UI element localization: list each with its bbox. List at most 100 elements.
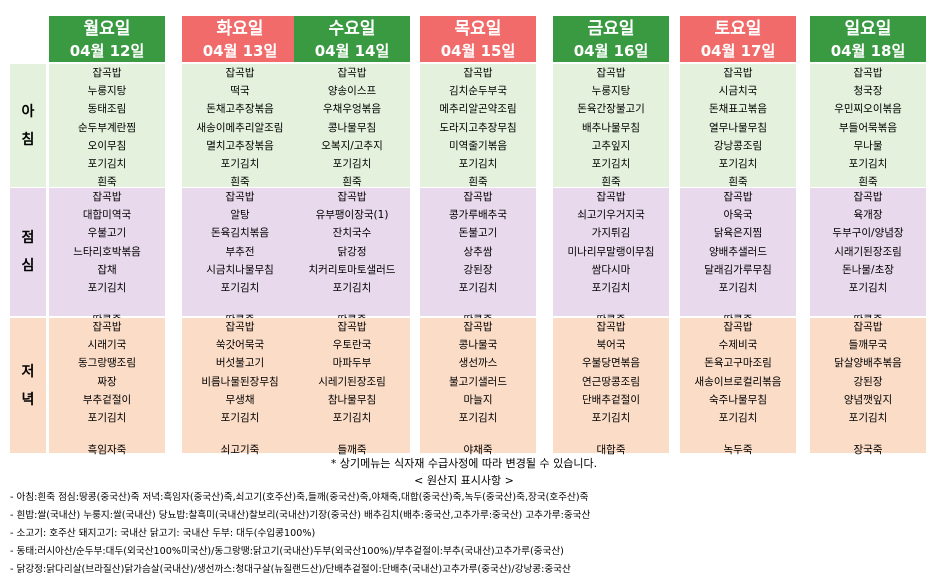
dinner-menu-cell: 잡곡밥 북어국 우불당면볶음 연근땅콩조림 단배추겉절이 포기김치 대합죽 [553,318,669,456]
menu-item: 들깨죽 [337,444,367,457]
menu-item: 포기김치 [848,411,888,424]
origin-line: - 동태:러시아산/순두부:대두(외국산100%미국산)/동그랑땡:닭고기(국내… [10,546,564,557]
menu-item: 잡곡밥 [723,191,753,203]
breakfast-menu-cell: 잡곡밥 누룽지탕 돈육간장불고기 배추나물무침 고추잎지 포기김치 흰죽 [553,64,669,188]
menu-item: 누룽지탕 [591,85,631,98]
menu-item: 느타리호박볶음 [73,245,141,258]
day-date: 04월 17일 [700,42,776,60]
menu-item: 포기김치 [458,157,498,170]
menu-item: 포기김치 [848,157,888,170]
day-date: 04월 12일 [69,42,145,60]
lunch-menu-cell: 잡곡밥쇠고기우거지국가지튀김미나리무말랭이무침쌈다시마포기김치땅콩죽 [553,188,669,326]
menu-item: 비름나물된장무침 [201,375,279,388]
meal-label-char: 점 [21,230,35,246]
menu-item: 대합죽 [596,444,626,457]
menu-item: 상추쌈 [463,245,493,258]
spacer [294,427,410,441]
menu-item: 멸치고추장볶음 [206,139,274,152]
menu-item: 흰죽 [342,176,362,189]
menu-item: 들깨무국 [848,339,888,352]
day-header: 화요일 04월 13일 [182,16,298,62]
menu-item: 돈나물/초장 [842,263,894,276]
menu-item: 포기김치 [332,411,372,424]
meal-label-char: 심 [21,258,35,274]
spacer [680,427,796,441]
menu-item: 잡채 [97,263,117,276]
menu-item: 고추잎지 [591,139,631,152]
dinner-menu-cell: 잡곡밥 들깨무국 닭살양배추볶음 강된장 양념깻잎지 포기김치 장국죽 [810,318,926,456]
breakfast-menu-cell: 잡곡밥 시금치국 돈채표고볶음 열무나물무침 강낭콩조림 포기김치 흰죽 [680,64,796,188]
spacer [49,297,165,311]
menu-item: 시레기된장조림 [318,375,386,388]
menu-item: 돈육간장불고기 [577,103,645,116]
day-date: 04월 18일 [830,42,906,60]
menu-item: 콩가루배추국 [449,209,507,222]
menu-item: 흑임자죽 [87,444,127,457]
spacer [182,427,298,441]
spacer [294,297,410,311]
dinner-menu-cell: 잡곡밥 콩나물국 생선까스 불고기샐러드 마늘지 포기김치 야채죽 [420,318,536,456]
day-name: 일요일 [844,19,892,39]
menu-item: 포기김치 [220,281,260,294]
menu-item: 포기김치 [458,411,498,424]
lunch-menu-cell: 잡곡밥아욱국닭육은지찜양배추샐러드달래김가루무침포기김치땅콩죽 [680,188,796,326]
menu-item: 부추겉절이 [82,393,132,406]
menu-item: 잡곡밥 [337,191,367,203]
menu-item: 숙주나물무침 [709,393,767,406]
spacer [553,297,669,311]
menu-item: 육개장 [853,209,883,222]
menu-item: 흰죽 [230,176,250,189]
menu-item: 잡곡밥 [596,67,626,79]
menu-item: 돈육고구마조림 [704,357,772,370]
menu-item: 잔치국수 [332,227,372,240]
spacer [49,427,165,441]
menu-item: 시금치국 [718,85,758,98]
menu-item: 달래김가루무침 [704,263,772,276]
menu-change-notice: * 상기메뉴는 식자재 수급사정에 따라 변경될 수 있습니다. [330,457,598,470]
menu-item: 양배추샐러드 [709,245,767,258]
menu-item: 불고기샐러드 [449,375,507,388]
menu-item: 쌈다시마 [591,263,631,276]
menu-item: 잡곡밥 [463,191,493,203]
menu-item: 쑥갓어묵국 [215,339,265,352]
menu-item: 포기김치 [87,157,127,170]
menu-item: 포기김치 [718,157,758,170]
menu-item: 잡곡밥 [92,321,122,333]
breakfast-menu-cell: 잡곡밥 떡국 돈채고추장볶음 새송이메추리알조림 멸치고추장볶음 포기김치 흰죽 [182,64,298,188]
day-date: 04월 16일 [573,42,649,60]
menu-item: 잡곡밥 [723,321,753,333]
day-name: 수요일 [328,19,376,39]
menu-item: 순두부계란찜 [78,121,136,134]
menu-item: 흰죽 [858,176,878,189]
menu-item: 새송이브로컬리볶음 [694,375,782,388]
menu-item: 우민찌오이볶음 [834,103,902,116]
menu-item: 콩나물무침 [327,121,377,134]
menu-item: 우불고기 [87,227,127,240]
day-name: 월요일 [83,19,131,39]
menu-item: 시래기된장조림 [834,245,902,258]
menu-item: 유부팽이장국(1) [315,209,389,222]
spacer [810,427,926,441]
day-header: 수요일 04월 14일 [294,16,410,62]
menu-item: 잡곡밥 [853,67,883,79]
menu-item: 흰죽 [97,176,117,189]
menu-item: 생선까스 [458,357,498,370]
menu-item: 잡곡밥 [463,67,493,79]
menu-item: 동그랑땡조림 [78,357,136,370]
menu-item: 북어국 [596,339,626,352]
menu-item: 동태조림 [87,103,127,116]
meal-label-char: 저 [21,363,35,380]
menu-item: 오이무침 [87,139,127,152]
menu-item: 닭육은지찜 [713,227,763,240]
origin-title: < 원산지 표시사항 > [414,474,514,487]
menu-item: 잡곡밥 [337,67,367,79]
menu-item: 강된장 [463,263,493,276]
meal-label-char: 침 [21,131,35,148]
spacer [553,427,669,441]
meal-label-char: 녁 [21,391,35,408]
menu-item: 잡곡밥 [225,191,255,203]
